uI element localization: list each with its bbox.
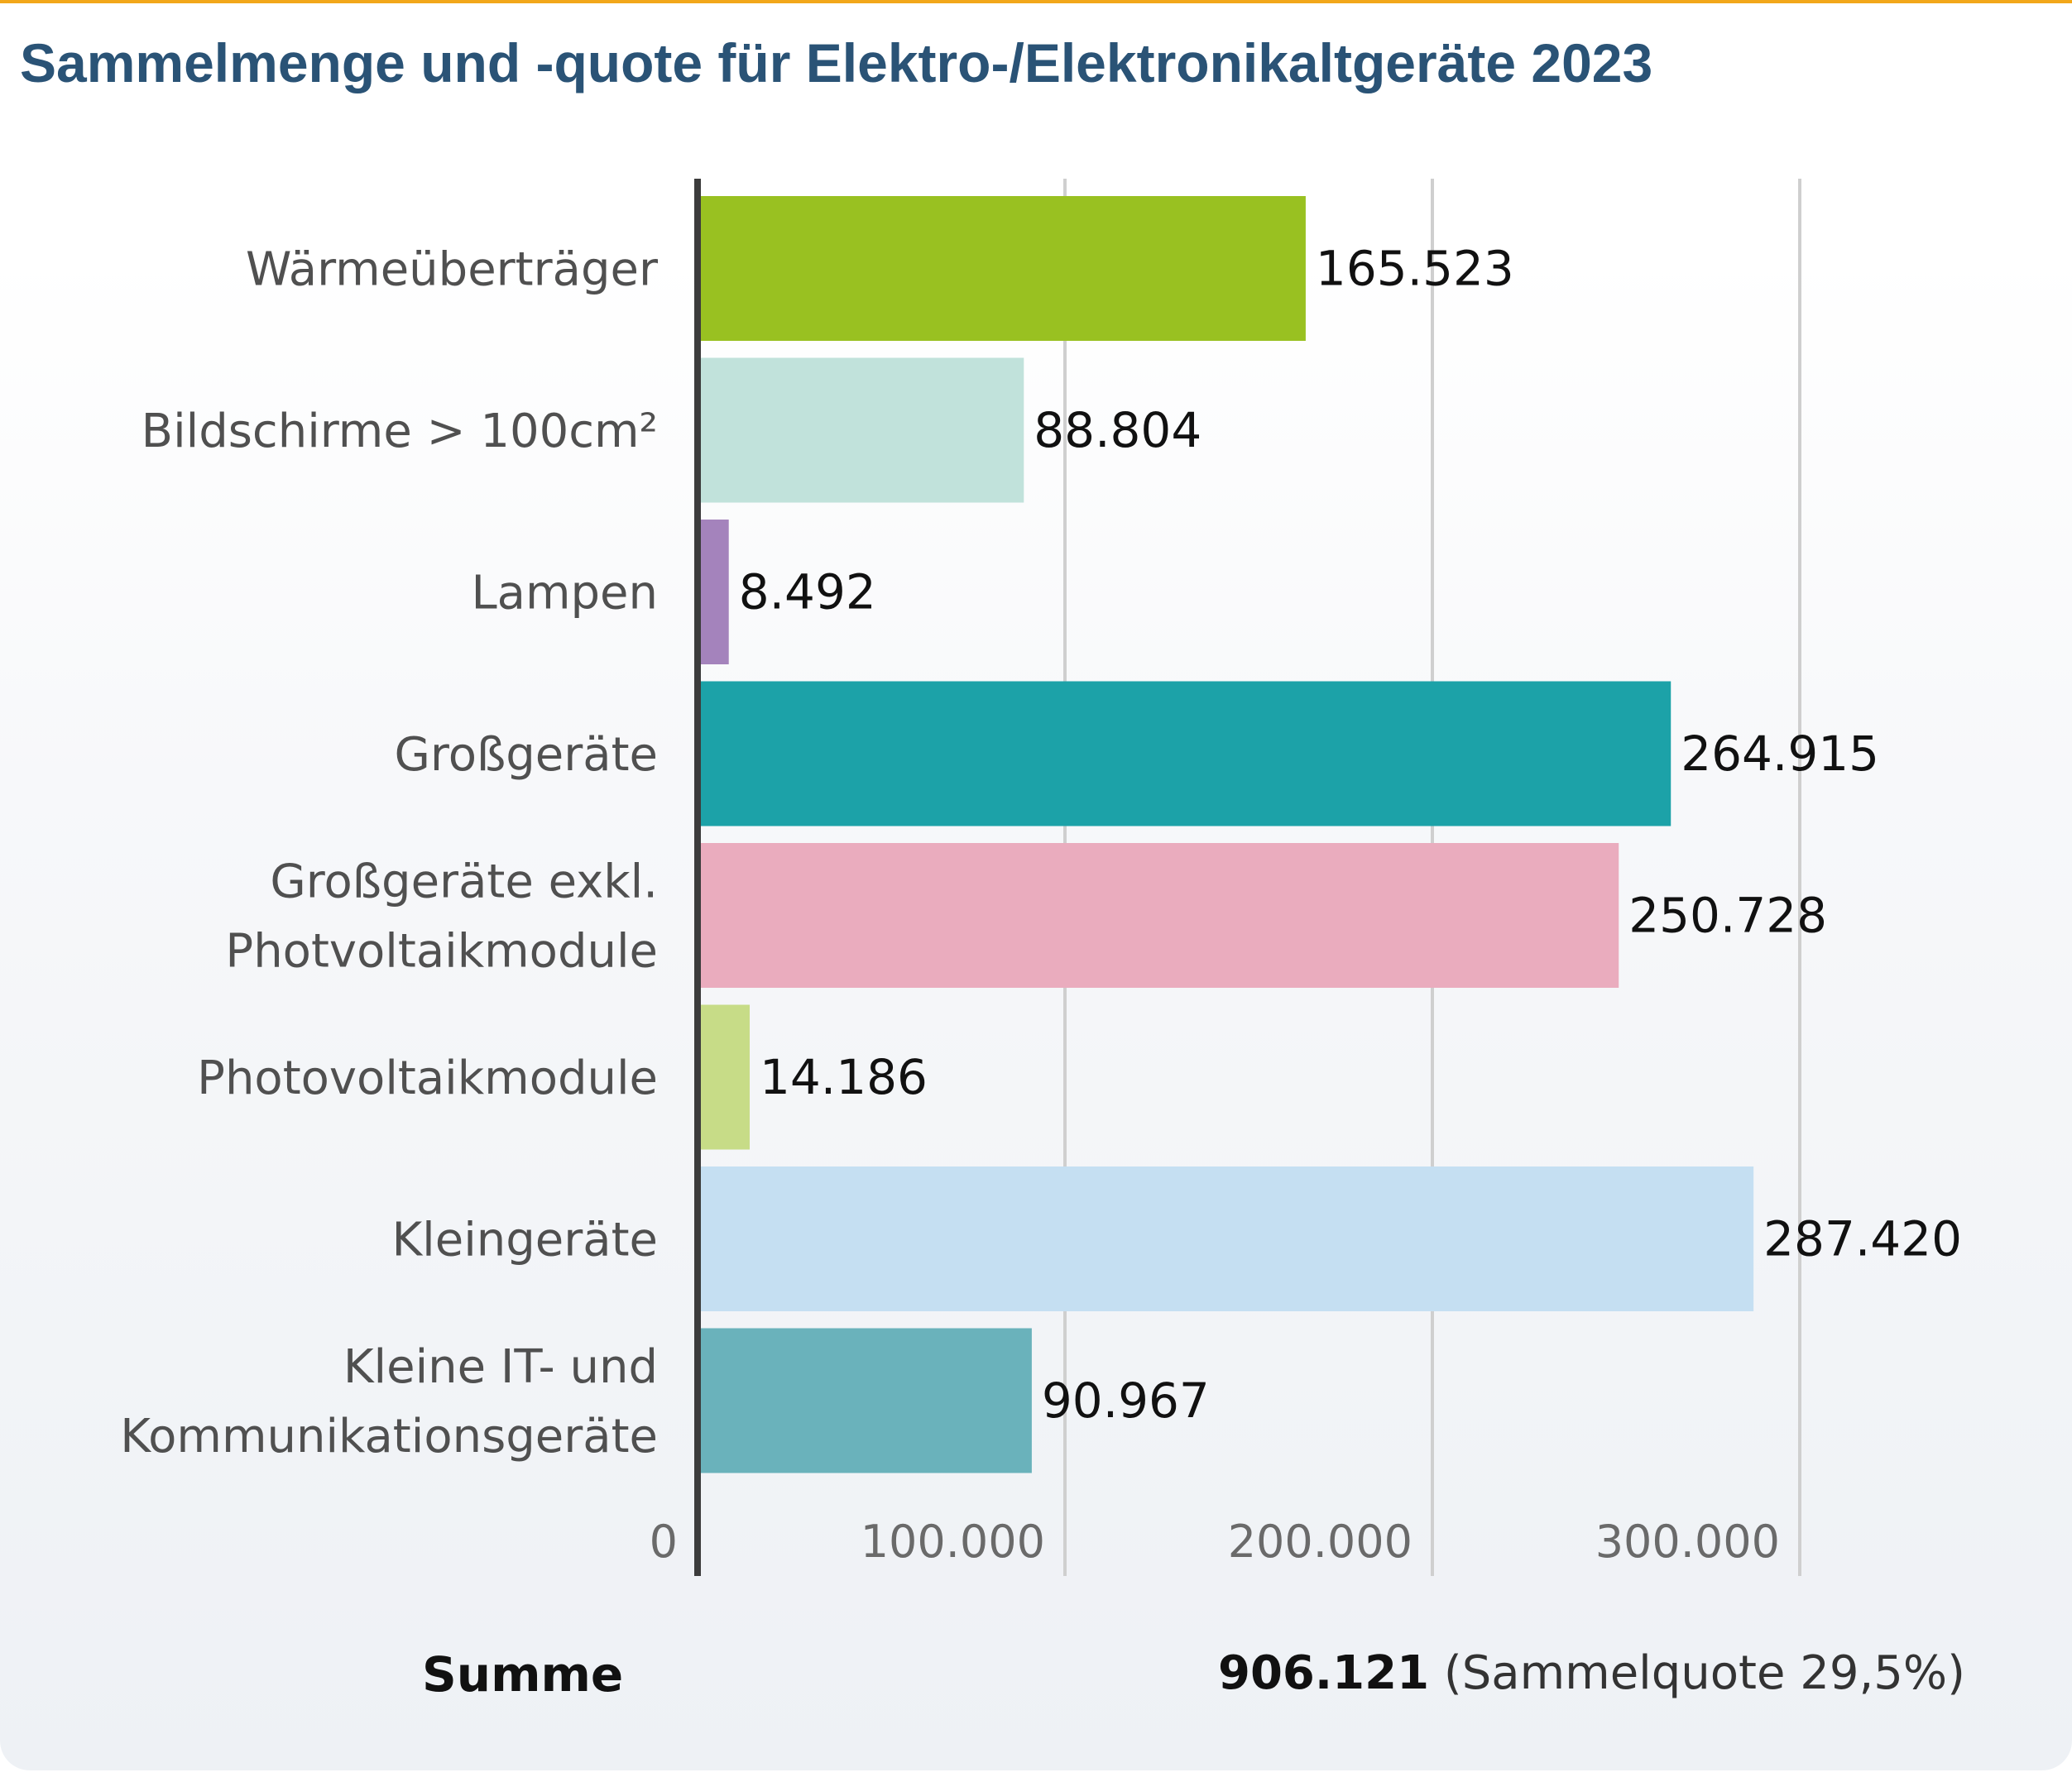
category-label-7-1: Kommunikationsgeräte	[120, 1410, 658, 1463]
top-accent-rule	[0, 0, 2072, 3]
axis: 0 100.000 200.000 300.000	[650, 179, 1780, 1576]
bars	[698, 196, 1754, 1473]
category-label-4-1: Photvoltaikmodule	[225, 925, 658, 979]
sum-value: 906.121 (Sammelquote 29,5%)	[1218, 1646, 1965, 1700]
tick-label-1: 100.000	[861, 1516, 1045, 1568]
tick-label-2: 200.000	[1228, 1516, 1413, 1568]
bar-2	[698, 520, 729, 664]
category-label-0-0: Wärmeüberträger	[246, 243, 659, 297]
value-label-0: 165.523	[1316, 241, 1514, 297]
category-label-7-0: Kleine IT- und	[343, 1340, 658, 1394]
category-label-3-0: Großgeräte	[395, 728, 658, 782]
bar-7	[698, 1328, 1032, 1473]
category-label-2-0: Lampen	[471, 567, 658, 620]
category-label-1-0: Bildschirme > 100cm²	[141, 405, 658, 458]
value-label-6: 287.420	[1763, 1211, 1962, 1267]
value-label-4: 250.728	[1628, 888, 1827, 944]
category-label-6-0: Kleingeräte	[391, 1214, 658, 1267]
value-label-7: 90.967	[1042, 1372, 1210, 1429]
bar-1	[698, 357, 1024, 503]
bar-4	[698, 843, 1619, 988]
sum-total: 906.121	[1218, 1646, 1430, 1700]
sum-quote: (Sammelquote 29,5%)	[1443, 1646, 1965, 1700]
bar-6	[698, 1166, 1754, 1311]
sum-label: Summe	[422, 1646, 624, 1703]
tick-label-0: 0	[650, 1516, 678, 1568]
value-label-2: 8.492	[739, 564, 876, 620]
bar-0	[698, 196, 1306, 341]
bar-3	[698, 681, 1672, 826]
bar-5	[698, 1004, 750, 1150]
labels: 165.523 Wärmeüberträger 88.804 Bildschirme …	[120, 241, 1962, 1464]
chart-title: Sammelmenge und -quote für Elektro-/Elek…	[20, 32, 1653, 93]
value-label-3: 264.915	[1681, 726, 1879, 782]
category-label-4-0: Großgeräte exkl.	[270, 855, 658, 909]
tick-label-3: 300.000	[1595, 1516, 1780, 1568]
category-label-5-0: Photovoltaikmodule	[197, 1051, 658, 1105]
value-label-5: 14.186	[760, 1049, 928, 1105]
value-label-1: 88.804	[1034, 402, 1201, 458]
